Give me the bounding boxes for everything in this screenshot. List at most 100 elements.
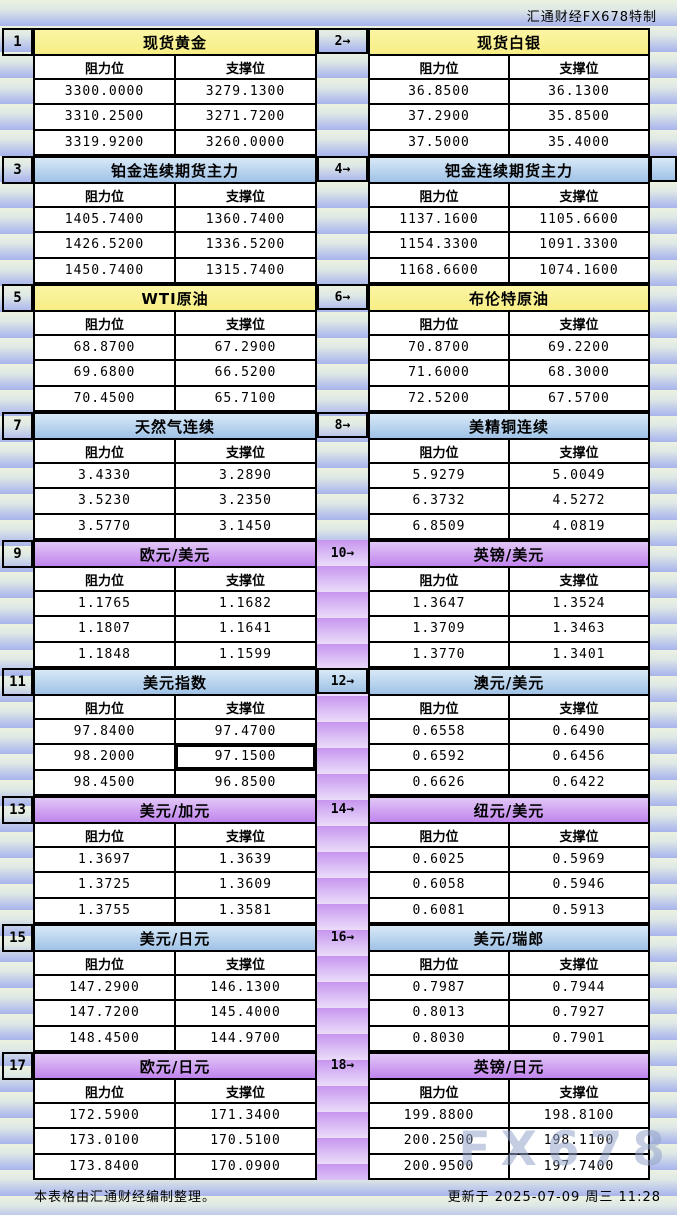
resistance-value-cell: 3.4330 xyxy=(35,464,176,488)
panel-title: 美元/日元 xyxy=(35,926,315,952)
column-header-support: 支撑位 xyxy=(559,445,599,461)
table-row: 0.8013 0.7927 xyxy=(370,999,648,1025)
instrument-panel: 铂金连续期货主力 阻力位 支撑位 1405.7400 1360.7400 142… xyxy=(33,156,317,284)
column-header-resistance: 阻力位 xyxy=(35,1080,176,1102)
row-number-arrow-label: 14→ xyxy=(330,801,355,817)
support-value-cell: 146.1300 xyxy=(210,980,281,996)
support-value-cell: 198.1100 xyxy=(543,1133,615,1149)
table-row: 3319.9200 3260.0000 xyxy=(35,128,315,154)
row-number-label: 1 xyxy=(2,28,33,56)
table-row: 1.3697 1.3639 xyxy=(35,848,315,872)
column-header-support: 支撑位 xyxy=(225,701,265,717)
support-value-cell: 170.0900 xyxy=(210,1158,281,1174)
support-value-cell: 1360.7400 xyxy=(205,212,286,228)
table-row: 6.3732 4.5272 xyxy=(370,487,648,513)
panel-title: 澳元/美元 xyxy=(370,670,648,696)
table-row: 71.6000 68.3000 xyxy=(370,359,648,385)
support-value-cell: 68.3000 xyxy=(548,365,610,381)
instrument-panel: 美元/日元 阻力位 支撑位 147.2900 146.1300 147.7200… xyxy=(33,924,317,1052)
support-value-cell: 3.2890 xyxy=(219,468,272,484)
resistance-value-cell: 3.5230 xyxy=(35,489,176,513)
resistance-value-cell: 71.6000 xyxy=(370,361,510,385)
resistance-value-cell: 3310.2500 xyxy=(35,105,176,129)
panel-title: 天然气连续 xyxy=(35,414,315,440)
column-header-support: 支撑位 xyxy=(225,189,265,205)
table-row: 0.6025 0.5969 xyxy=(370,848,648,872)
instrument-panel: 美元/瑞郎 阻力位 支撑位 0.7987 0.7944 0.8013 0.792… xyxy=(368,924,650,1052)
table-row: 1450.7400 1315.7400 xyxy=(35,256,315,282)
resistance-value-cell: 72.5200 xyxy=(370,386,510,410)
panel-title: 纽元/美元 xyxy=(370,798,648,824)
support-value-cell: 1.3639 xyxy=(219,852,272,868)
support-value-cell: 0.5969 xyxy=(552,852,606,868)
resistance-value-cell: 1.3725 xyxy=(35,873,176,897)
support-value-cell: 97.4700 xyxy=(214,724,277,740)
column-header-row: 阻力位 支撑位 xyxy=(35,1080,315,1104)
support-value-cell: 65.7100 xyxy=(214,390,277,406)
footer-source-note: 本表格由汇通财经编制整理。 xyxy=(34,1190,217,1205)
resistance-value-cell: 0.7987 xyxy=(370,976,510,1000)
support-value-cell: 1315.7400 xyxy=(205,262,286,278)
instrument-panel: 英镑/日元 阻力位 支撑位 199.8800 198.8100 200.2500… xyxy=(368,1052,650,1180)
instrument-panel: 美精铜连续 阻力位 支撑位 5.9279 5.0049 6.3732 4.527… xyxy=(368,412,650,540)
support-value-cell: 1336.5200 xyxy=(205,237,286,253)
column-header-row: 阻力位 支撑位 xyxy=(370,824,648,848)
resistance-value-cell: 1.3697 xyxy=(35,848,176,872)
table-row: 172.5900 171.3400 xyxy=(35,1104,315,1128)
support-value-cell: 66.5200 xyxy=(214,365,277,381)
row-number-label: 9 xyxy=(2,540,33,568)
row-number-label: 11 xyxy=(2,668,33,696)
table-row: 0.6081 0.5913 xyxy=(370,896,648,922)
support-value-cell: 0.6422 xyxy=(552,774,606,790)
table-row: 1.1848 1.1599 xyxy=(35,640,315,666)
resistance-value-cell: 1.3755 xyxy=(35,898,176,922)
panel-title: 布伦特原油 xyxy=(370,286,648,312)
support-value-cell: 0.6490 xyxy=(552,724,606,740)
instrument-panel: 布伦特原油 阻力位 支撑位 70.8700 69.2200 71.6000 68… xyxy=(368,284,650,412)
panel-title: 美精铜连续 xyxy=(370,414,648,440)
column-header-support: 支撑位 xyxy=(225,573,265,589)
table-row: 5.9279 5.0049 xyxy=(370,464,648,488)
column-header-row: 阻力位 支撑位 xyxy=(370,952,648,976)
table-row: 0.8030 0.7901 xyxy=(370,1024,648,1050)
resistance-value-cell: 148.4500 xyxy=(35,1026,176,1050)
row-number-arrow-label: 2→ xyxy=(317,28,368,54)
resistance-value-cell: 6.8509 xyxy=(370,514,510,538)
support-value-cell: 0.5913 xyxy=(552,902,606,918)
resistance-value-cell: 69.6800 xyxy=(35,361,176,385)
support-value-cell: 197.7400 xyxy=(543,1158,615,1174)
table-row: 0.6558 0.6490 xyxy=(370,720,648,744)
resistance-value-cell: 1.3770 xyxy=(370,642,510,666)
support-value-cell: 1105.6600 xyxy=(539,212,619,228)
panel-title: 英镑/美元 xyxy=(370,542,648,568)
instrument-panel: 纽元/美元 阻力位 支撑位 0.6025 0.5969 0.6058 0.594… xyxy=(368,796,650,924)
resistance-value-cell: 70.8700 xyxy=(370,336,510,360)
column-header-support: 支撑位 xyxy=(225,317,265,333)
row-number-arrow-label: 10→ xyxy=(330,545,355,561)
row-number-label: 17 xyxy=(2,1052,33,1080)
table-row: 1405.7400 1360.7400 xyxy=(35,208,315,232)
support-value-cell: 171.3400 xyxy=(210,1108,281,1124)
support-value-cell: 1.3463 xyxy=(552,621,606,637)
support-value-cell: 96.8500 xyxy=(214,774,277,790)
column-header-support: 支撑位 xyxy=(559,701,599,717)
instrument-panel: 欧元/日元 阻力位 支撑位 172.5900 171.3400 173.0100… xyxy=(33,1052,317,1180)
table-row: 1.3755 1.3581 xyxy=(35,896,315,922)
support-value-cell: 35.8500 xyxy=(548,109,610,125)
column-header-support: 支撑位 xyxy=(225,61,265,77)
table-row: 173.0100 170.5100 xyxy=(35,1127,315,1153)
column-header-support: 支撑位 xyxy=(559,317,599,333)
resistance-value-cell: 70.4500 xyxy=(35,386,176,410)
table-row: 70.4500 65.7100 xyxy=(35,384,315,410)
table-row: 36.8500 36.1300 xyxy=(370,80,648,104)
panel-pair-row: 17 18→ 欧元/日元 阻力位 支撑位 172.5900 171.3400 1… xyxy=(0,1052,677,1180)
support-value-cell: 1.1641 xyxy=(219,621,272,637)
support-value-cell: 0.6456 xyxy=(552,749,606,765)
resistance-value-cell: 1426.5200 xyxy=(35,233,176,257)
support-value-cell: 35.4000 xyxy=(548,134,610,150)
table-row: 0.7987 0.7944 xyxy=(370,976,648,1000)
support-value-cell: 97.1500 xyxy=(176,745,317,772)
instrument-panel: 澳元/美元 阻力位 支撑位 0.6558 0.6490 0.6592 0.645… xyxy=(368,668,650,796)
resistance-value-cell: 68.8700 xyxy=(35,336,176,360)
column-header-resistance: 阻力位 xyxy=(35,56,176,78)
